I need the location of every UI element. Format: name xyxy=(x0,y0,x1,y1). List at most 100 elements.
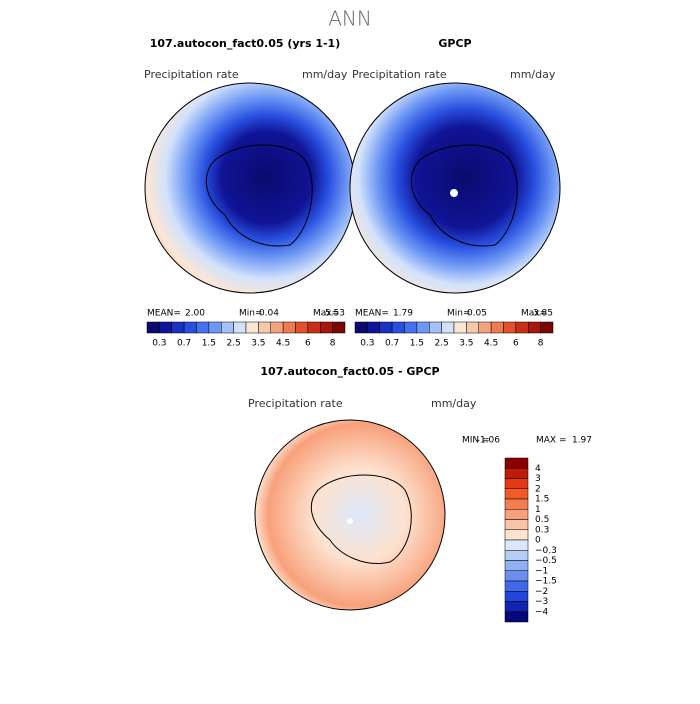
colorbar-box xyxy=(320,321,333,334)
stat: 1.79 xyxy=(393,309,413,319)
colorbar-box xyxy=(504,601,529,612)
colorbar-box xyxy=(504,580,529,592)
colorbar-label: 1.5 xyxy=(535,495,549,505)
colorbar-box xyxy=(258,321,271,334)
polar-map xyxy=(144,82,356,294)
stat: 0.04 xyxy=(259,309,279,319)
colorbar-box xyxy=(367,321,380,334)
units: mm/day xyxy=(302,68,348,81)
colorbar-box xyxy=(515,321,529,334)
colorbar-box xyxy=(221,321,234,334)
colorbar-box xyxy=(504,611,529,623)
colorbar-box xyxy=(478,321,492,334)
colorbar-box xyxy=(504,498,529,510)
colorbar-label: −0.5 xyxy=(535,556,557,566)
colorbar-label: 2.5 xyxy=(434,339,448,349)
stat: MEAN= xyxy=(147,309,181,319)
colorbar-label: 1.5 xyxy=(202,339,216,349)
colorbar-label: −4 xyxy=(535,607,549,617)
colorbar-box xyxy=(504,529,529,541)
colorbar-label: 0.5 xyxy=(535,515,549,525)
colorbar-label: 0.3 xyxy=(360,339,374,349)
panel-title: GPCP xyxy=(438,37,471,50)
stat: 2.00 xyxy=(185,309,205,319)
colorbar-box xyxy=(332,321,346,334)
coastline xyxy=(310,474,412,564)
colorbar-box xyxy=(504,550,529,561)
colorbar-box xyxy=(429,321,442,334)
coastline xyxy=(410,144,518,247)
colorbar-box xyxy=(528,321,541,334)
colorbar-box xyxy=(504,509,529,520)
colorbar-box xyxy=(504,478,529,489)
colorbar-label: −1.5 xyxy=(535,577,557,587)
stat: MEAN= xyxy=(355,309,389,319)
colorbar-box xyxy=(159,321,172,334)
coastline xyxy=(205,144,313,247)
colorbar-box xyxy=(466,321,479,334)
colorbar-box xyxy=(196,321,210,334)
colorbar-label: 0.3 xyxy=(535,525,549,535)
colorbar-label: −3 xyxy=(535,597,548,607)
stat: MIN = xyxy=(462,436,490,446)
colorbar-label: 4 xyxy=(535,464,541,474)
colorbar-box xyxy=(208,321,222,334)
colorbar-label: 4.5 xyxy=(484,339,498,349)
figure-title: ANN xyxy=(328,7,372,31)
colorbar-box xyxy=(245,321,259,334)
colorbar-box xyxy=(504,488,529,500)
colorbar-box xyxy=(183,321,197,334)
colorbar-box xyxy=(504,560,529,571)
colorbar-box xyxy=(270,321,284,334)
polar-map xyxy=(254,419,446,611)
stat: Min= xyxy=(239,309,263,319)
colorbar-label: −0.3 xyxy=(535,546,557,556)
colorbar-box xyxy=(295,321,309,334)
variable: Precipitation rate xyxy=(248,397,343,410)
colorbar-box xyxy=(504,457,529,469)
colorbar-box xyxy=(146,321,160,334)
colorbar-label: 0 xyxy=(535,536,541,546)
panel-title: 107.autocon_fact0.05 - GPCP xyxy=(260,365,439,378)
colorbar-label: 0.7 xyxy=(385,339,399,349)
colorbar-label: 6 xyxy=(513,339,519,349)
colorbar-label: 4.5 xyxy=(276,339,290,349)
colorbar-label: 0.7 xyxy=(177,339,191,349)
missing-data xyxy=(450,189,458,197)
colorbar-box xyxy=(354,321,368,334)
polar-map xyxy=(349,82,561,294)
colorbar-box xyxy=(379,321,393,334)
stat: 0.05 xyxy=(467,309,487,319)
colorbar-label: 3.5 xyxy=(459,339,473,349)
colorbar-label: −2 xyxy=(535,587,548,597)
stat: 5.53 xyxy=(325,309,345,319)
colorbar-label: 8 xyxy=(330,339,336,349)
colorbar-label: 2 xyxy=(535,484,541,494)
colorbar-label: 3.5 xyxy=(251,339,265,349)
missing-data xyxy=(347,518,353,524)
colorbar-box xyxy=(307,321,321,334)
colorbar-box xyxy=(504,468,529,479)
units: mm/day xyxy=(510,68,556,81)
colorbar-box xyxy=(540,321,554,334)
panel-title: 107.autocon_fact0.05 (yrs 1-1) xyxy=(150,37,340,50)
colorbar-box xyxy=(282,321,296,334)
colorbar-box xyxy=(504,539,529,551)
colorbar-box xyxy=(453,321,467,334)
stat: Max= xyxy=(521,309,547,319)
colorbar-label: 3 xyxy=(535,474,541,484)
variable: Precipitation rate xyxy=(144,68,239,81)
colorbar-label: −1 xyxy=(535,566,548,576)
colorbar-box xyxy=(171,321,185,334)
stat: 3.85 xyxy=(533,309,553,319)
stat: Max= xyxy=(313,309,339,319)
colorbar-label: 1.5 xyxy=(410,339,424,349)
colorbar-box xyxy=(416,321,430,334)
colorbar-label: 1 xyxy=(535,505,541,515)
colorbar-box xyxy=(404,321,418,334)
colorbar-label: 6 xyxy=(305,339,311,349)
stat: -1.06 xyxy=(477,436,501,446)
colorbar-box xyxy=(233,321,247,334)
